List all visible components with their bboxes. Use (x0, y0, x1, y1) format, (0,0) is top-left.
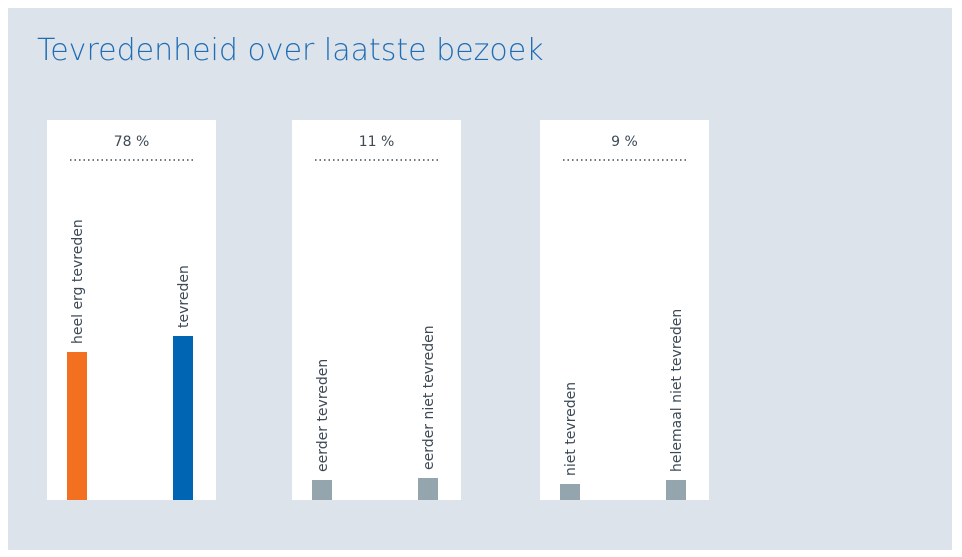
bar-label: helemaal niet tevreden (669, 309, 685, 472)
bar (666, 480, 686, 500)
bar-label: heel erg tevreden (70, 219, 86, 344)
panel (540, 120, 709, 500)
bar-label: tevreden (176, 265, 192, 328)
group-label: 11 % (359, 134, 395, 150)
bar (173, 336, 193, 500)
bar-label: niet tevreden (563, 382, 579, 476)
group-label: 9 % (611, 134, 638, 150)
bar (312, 480, 332, 500)
bar-label: eerder niet tevreden (421, 325, 437, 470)
bar (67, 352, 87, 500)
chart-title: Tevredenheid over laatste bezoek (37, 33, 544, 68)
bar (418, 478, 438, 500)
panel (292, 120, 461, 500)
bar-label: eerder tevreden (315, 359, 331, 472)
group-label: 78 % (114, 134, 150, 150)
bar (560, 484, 580, 500)
